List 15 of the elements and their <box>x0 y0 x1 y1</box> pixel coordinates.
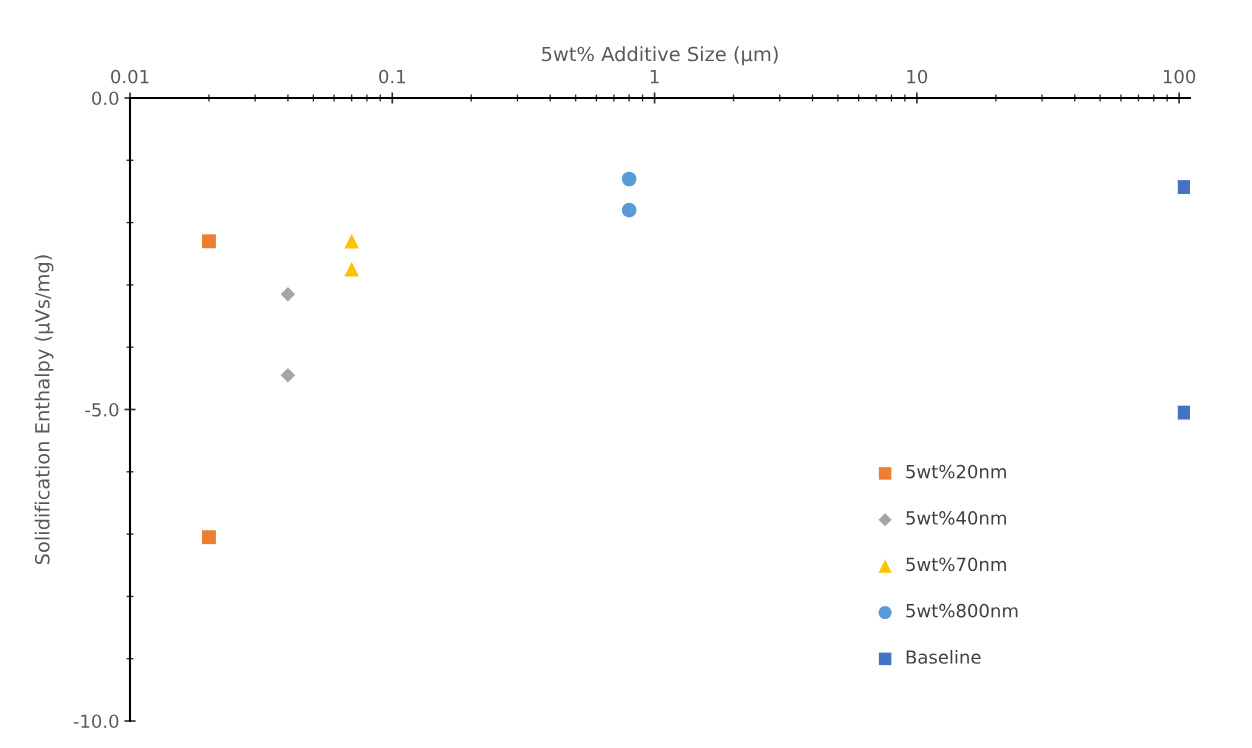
x-tick-label: 0.1 <box>379 69 405 84</box>
legend-label: 5wt%40nm <box>906 511 1006 525</box>
x-tick-label: 100 <box>1163 69 1196 84</box>
legend-label: 5wt%800nm <box>906 603 1018 618</box>
legend-label: 5wt%20nm <box>906 464 1006 479</box>
y-tick-label: -10.0 <box>73 714 119 729</box>
x-tick-label: 1 <box>650 69 659 84</box>
y-tick-label: -5.0 <box>85 402 119 417</box>
x-tick-label: 10 <box>907 69 928 84</box>
legend-label: Baseline <box>906 649 981 664</box>
y-tick-label: 0.0 <box>92 91 119 106</box>
x-tick-label: 0.01 <box>111 69 149 84</box>
legend-label: 5wt%70nm <box>906 557 1006 572</box>
x-axis-title: 5wt% Additive Size (µm) <box>542 46 778 66</box>
y-axis-title: Solidification Enthalpy (µVs/mg) <box>34 255 54 565</box>
